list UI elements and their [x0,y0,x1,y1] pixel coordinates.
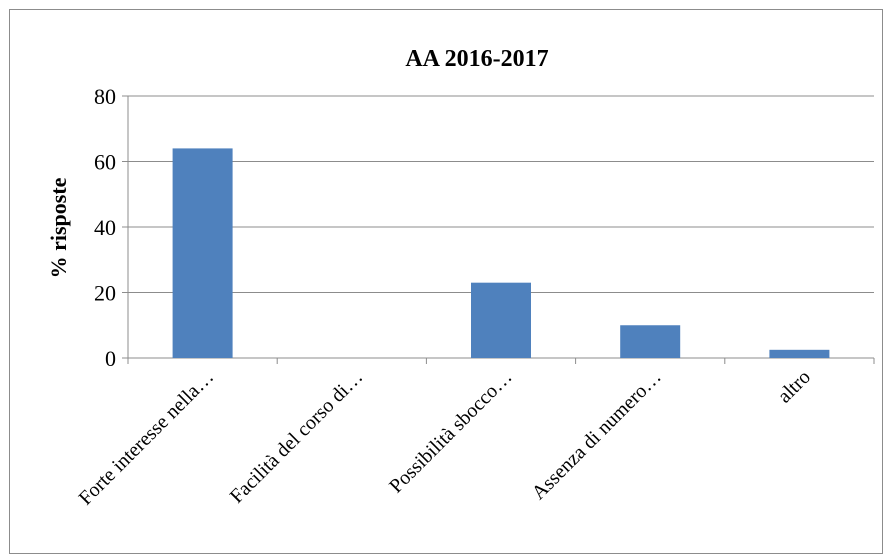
y-tick-label: 20 [94,281,116,306]
y-tick-label: 80 [94,84,116,109]
x-category-label: Assenza di numero… [528,366,666,504]
y-tick-label: 40 [94,215,116,240]
chart-title: AA 2016-2017 [405,46,548,72]
bar [769,349,830,358]
x-category-label: Possibilità sbocco… [385,366,516,497]
x-category-label: Facilità del corso di… [226,366,368,508]
bars [172,148,830,358]
bar [172,148,233,358]
chart-frame [9,9,883,554]
y-tick-labels: 0 20 40 60 80 [94,84,116,371]
bar [620,325,681,358]
bar [471,282,531,358]
y-axis-label: % risposte [46,177,71,278]
y-tick-label: 0 [105,346,116,371]
y-tick-label: 60 [94,150,116,175]
gridlines [122,95,875,364]
x-category-labels: Forte interesse nella… Facilità del corso… [75,366,815,510]
x-category-label: Forte interesse nella… [75,366,219,510]
x-category-label: altro [773,366,814,407]
